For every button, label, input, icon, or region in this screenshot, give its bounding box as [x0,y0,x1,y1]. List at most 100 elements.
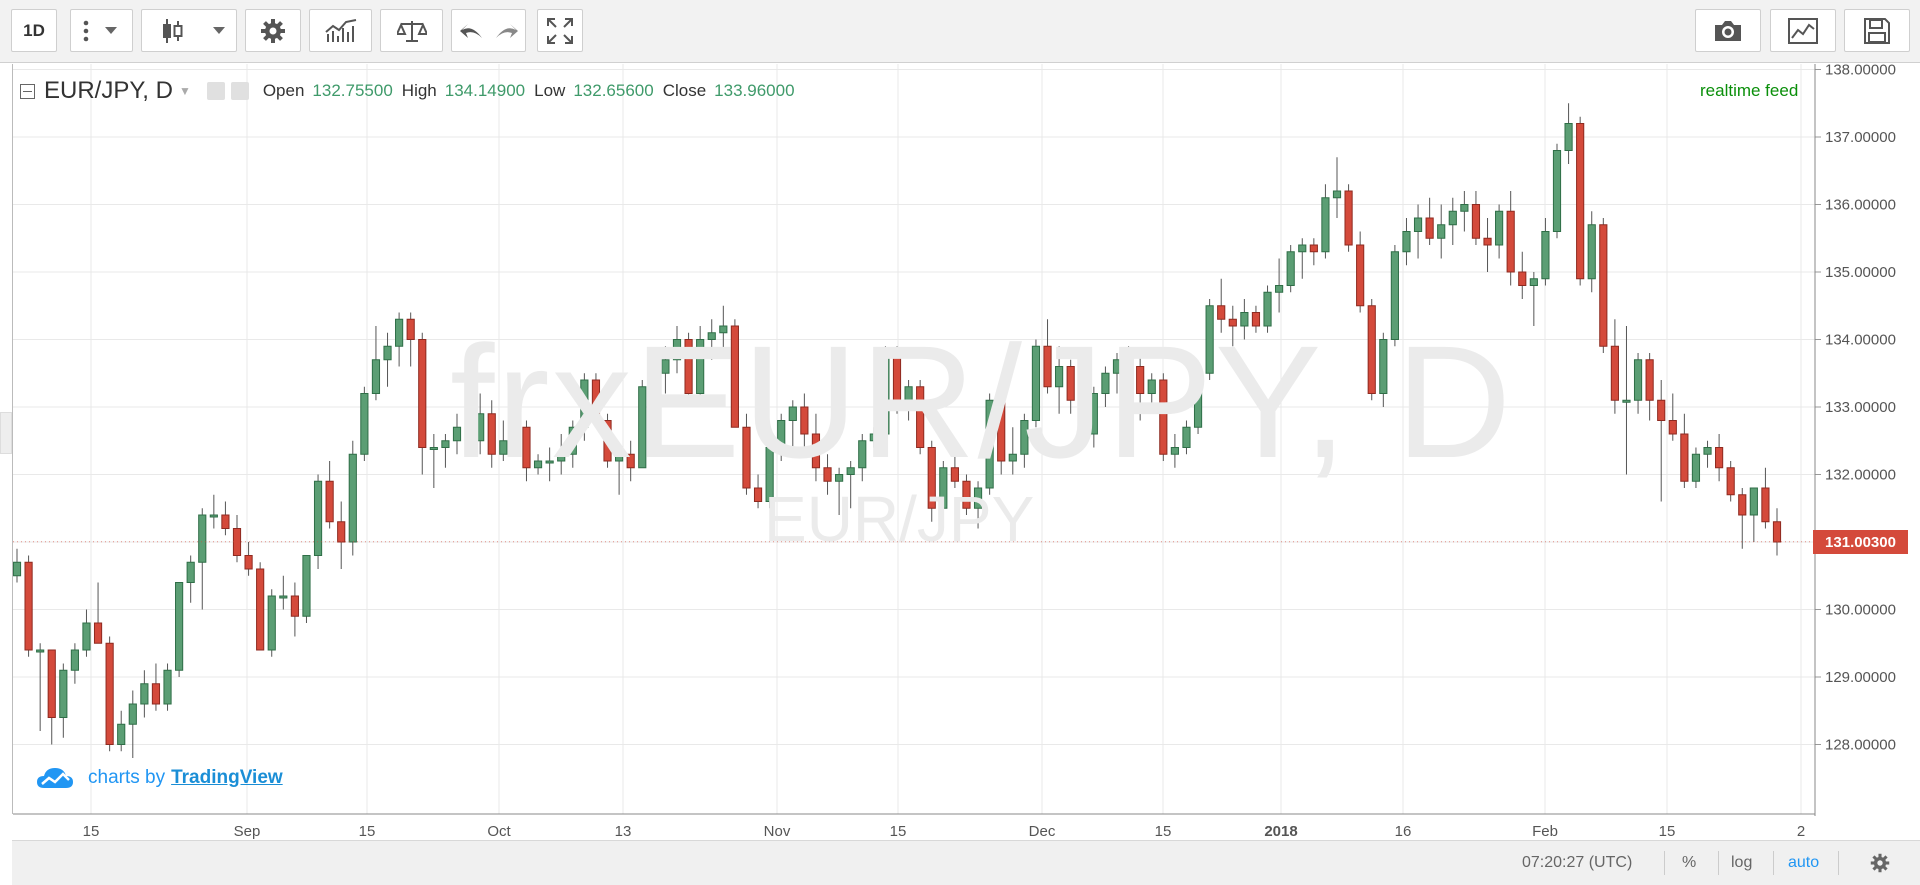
candle-up [1390,251,1399,340]
auto-scale-toggle[interactable]: auto [1788,854,1820,871]
interval-menu-button[interactable] [70,9,133,52]
candle-up [1564,123,1573,151]
chart-properties-icon [1788,17,1818,44]
candle-down [105,642,114,745]
candle-up [545,460,554,464]
low-label: Low [534,81,566,100]
candle-down [93,622,103,644]
x-tick-label: 15 [1155,823,1172,840]
percent-scale-toggle[interactable]: % [1682,854,1697,871]
more-vertical-icon [83,20,89,41]
candle-down [1309,244,1318,253]
candle-up [70,649,79,671]
candle-up [59,669,68,718]
chart-properties-button[interactable] [1770,9,1836,52]
candle-up [302,555,311,617]
candle-up [267,595,276,651]
candle-up [348,453,357,543]
x-tick-label: 13 [615,823,632,840]
candle-up [638,386,647,469]
series-settings-icon[interactable] [230,82,249,100]
candle-up [128,703,137,725]
candle-up [765,447,774,502]
candle-up [1703,447,1712,455]
candle-up [557,453,566,462]
symbol-title[interactable]: EUR/JPY, D [44,77,173,104]
candle-down [1610,345,1619,401]
save-icon [1864,17,1890,44]
candle-down [1668,420,1677,435]
candle-down [464,426,473,442]
redo-icon[interactable] [494,20,520,42]
candle-down [1425,217,1434,239]
open-label: Open [262,81,305,100]
x-tick-label: Dec [1029,823,1056,840]
candle-up [1275,285,1284,293]
candle-up [82,622,91,651]
gear-icon [261,18,285,43]
x-tick-label: Nov [764,823,791,840]
visibility-eye-icon[interactable] [206,82,225,100]
save-button[interactable] [1844,9,1910,52]
candle-down [1518,271,1527,286]
candles-icon [163,18,183,43]
price-chart[interactable]: 128.00000129.00000130.00000131.00000132.… [13,64,1910,840]
series-legend: EUR/JPY, D ▼ Open 132.75500 High 134.149… [20,77,804,104]
candle-down [997,399,1006,462]
candle-up [1460,204,1469,212]
candle-up [881,352,890,435]
candle-down [24,561,33,651]
candle-up [360,393,369,455]
candle-up [1298,244,1307,253]
candle-down [1078,399,1087,435]
candle-up [904,386,913,408]
tradingview-link[interactable]: TradingView [171,767,283,788]
fullscreen-button[interactable] [537,9,583,52]
candle-up [383,345,392,361]
x-tick-label: 15 [890,823,907,840]
candle-down [1645,359,1654,401]
separator [1838,851,1839,875]
x-tick-label: 2018 [1264,823,1297,840]
utc-time: 07:20:27 (UTC) [1522,854,1633,871]
candle-down [1356,244,1365,307]
settings-button[interactable] [245,9,301,52]
chevron-down-icon[interactable]: ▼ [178,84,191,98]
candle-down [800,406,809,435]
interval-label: 1D [23,20,45,40]
candle-down [603,420,612,462]
candle-up [1170,447,1179,455]
candle-up [1101,372,1110,394]
chart-area[interactable]: 128.00000129.00000130.00000131.00000132.… [12,64,1910,840]
candle-down [950,467,959,482]
candle-up [615,453,624,462]
undo-icon[interactable] [458,20,484,42]
candle-up [36,649,45,653]
candle-up [476,413,485,442]
candle-up [1587,224,1596,280]
snapshot-button[interactable] [1695,9,1761,52]
collapse-icon[interactable] [20,83,35,99]
log-scale-toggle[interactable]: log [1731,854,1753,871]
candle-down [591,379,601,421]
branding-prefix: charts by [88,767,166,788]
candle-down [742,426,751,489]
candle-down [1043,345,1052,388]
candle-up [1691,453,1701,482]
y-tick-label: 130.00000 [1825,602,1896,619]
candle-up [1529,278,1538,286]
compare-button[interactable] [380,9,443,52]
candle-down [823,467,832,482]
bottom-status-bar: 07:20:27 (UTC) % log auto [12,840,1920,885]
candle-down [684,339,693,394]
interval-button[interactable]: 1D [11,9,57,52]
chart-type-button[interactable] [141,9,237,52]
indicators-button[interactable] [309,9,372,52]
gear-icon[interactable] [1870,853,1890,873]
x-tick-label: 2 [1797,823,1805,840]
left-panel-handle[interactable] [0,412,12,454]
candle-down [1124,359,1133,367]
candle-down [1344,190,1353,246]
y-tick-label: 138.00000 [1825,64,1896,79]
close-value: 133.96000 [714,81,795,100]
